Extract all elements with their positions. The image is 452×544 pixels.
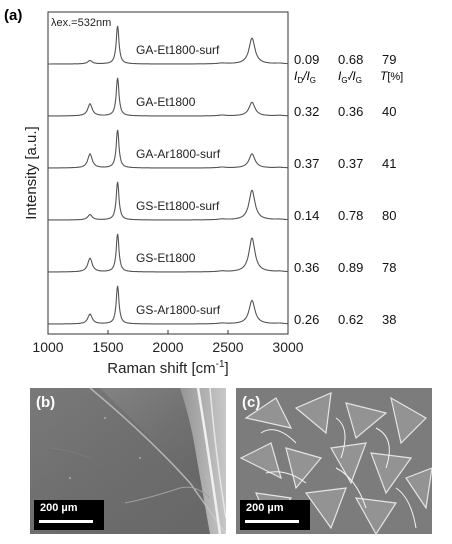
sample-labels-group: GA-Et1800-surf GA-Et1800 GA-Ar1800-surf GS-…	[136, 43, 221, 317]
sem-micrograph-c: (c) 200 µm	[236, 388, 432, 534]
panel-label-c: (c)	[242, 394, 261, 411]
sample-label-ga-ar1800-surf: GA-Ar1800-surf	[136, 147, 221, 161]
spectrum-line-ga-et1800	[48, 77, 288, 117]
id-ig-value-2: 0.32	[294, 104, 319, 119]
igp-ig-value-3: 0.37	[338, 156, 363, 171]
x-axis-label: Raman shift [cm-1]	[107, 359, 228, 377]
id-ig-value-1: 0.09	[294, 52, 319, 67]
scale-bar-line-b	[39, 520, 93, 523]
x-tick-label-2000: 2000	[152, 339, 183, 355]
y-axis-label: Intensity [a.u.]	[23, 126, 40, 219]
sem-micrograph-b: (b) 200 µm	[30, 388, 226, 534]
scale-bar-line-c	[245, 520, 299, 523]
column-header-igp-ig: IG'/IG	[338, 69, 362, 85]
scale-bar-text-b: 200 µm	[40, 502, 78, 514]
sample-label-ga-et1800: GA-Et1800	[136, 95, 196, 109]
t-value-5: 78	[382, 260, 396, 275]
ratio-table: ID/IG IG'/IG T[%] 0.09 0.68 79 0.32 0.36 40 0.…	[294, 52, 403, 327]
t-value-4: 80	[382, 208, 396, 223]
igp-ig-value-1: 0.68	[338, 52, 363, 67]
sample-label-ga-et1800-surf: GA-Et1800-surf	[136, 43, 220, 57]
igp-ig-value-2: 0.36	[338, 104, 363, 119]
x-tick-label-2500: 2500	[212, 339, 243, 355]
t-value-6: 38	[382, 312, 396, 327]
panel-label-a: (a)	[4, 7, 22, 24]
id-ig-value-3: 0.37	[294, 156, 319, 171]
spectrum-line-gs-et1800-surf	[48, 181, 289, 221]
id-ig-value-5: 0.36	[294, 260, 319, 275]
spectrum-line-ga-et1800-surf	[48, 25, 288, 65]
igp-ig-value-5: 0.89	[338, 260, 363, 275]
x-tick-label-3000: 3000	[272, 339, 303, 355]
igp-ig-value-4: 0.78	[338, 208, 363, 223]
scale-bar-c	[240, 500, 310, 530]
panel-label-b: (b)	[36, 394, 56, 411]
spectrum-line-gs-et1800	[48, 233, 288, 273]
column-header-t: T[%]	[380, 69, 403, 83]
igp-ig-value-6: 0.62	[338, 312, 363, 327]
t-value-1: 79	[382, 52, 396, 67]
t-value-3: 41	[382, 156, 396, 171]
sample-label-gs-ar1800-surf: GS-Ar1800-surf	[136, 303, 221, 317]
sem-image-c	[236, 388, 432, 534]
t-value-2: 40	[382, 104, 396, 119]
spectra-group	[48, 25, 289, 325]
excitation-label: λex.=532nm	[51, 17, 111, 29]
scale-bar-b	[34, 500, 104, 530]
x-tick-label-1500: 1500	[92, 339, 123, 355]
scale-bar-text-c: 200 µm	[246, 502, 284, 514]
plot-area	[47, 11, 289, 335]
raman-figure: (a) λex.=532nm GA-Et1800-surfGA-Et1800GA…	[4, 7, 403, 377]
column-header-id-ig: ID/IG	[294, 69, 316, 85]
sample-label-gs-et1800-surf: GS-Et1800-surf	[136, 199, 220, 213]
x-axis-ticks: 1000 1500 2000 2500 3000	[32, 330, 304, 355]
x-tick-label-1000: 1000	[32, 339, 63, 355]
spectrum-line-ga-ar1800-surf	[48, 129, 288, 169]
id-ig-value-6: 0.26	[294, 312, 319, 327]
sample-label-gs-et1800: GS-Et1800	[136, 251, 196, 265]
spectrum-line-gs-ar1800-surf	[48, 285, 288, 325]
id-ig-value-4: 0.14	[294, 208, 319, 223]
